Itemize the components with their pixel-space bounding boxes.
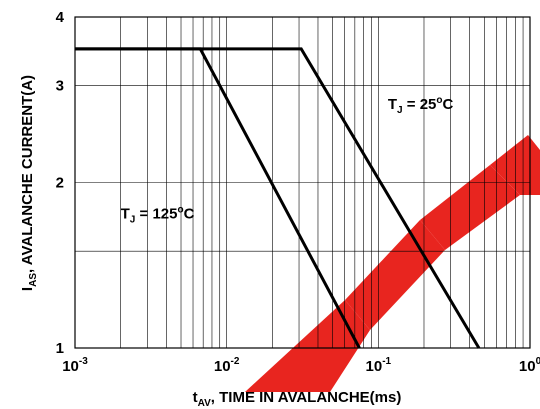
watermark-stroke bbox=[345, 220, 445, 330]
series-label: TJ = 25oC bbox=[388, 95, 454, 116]
x-tick-labels: 10-3 10-2 10-1 100 bbox=[62, 356, 540, 375]
watermark-stroke bbox=[245, 300, 370, 392]
y-tick-label: 2 bbox=[56, 175, 64, 192]
x-axis-label: tAV, TIME IN AVALANCHE(ms) bbox=[193, 389, 402, 409]
x-tick-label: 10-3 bbox=[62, 356, 88, 375]
plot-frame bbox=[74, 16, 531, 349]
y-tick-label: 3 bbox=[56, 78, 64, 95]
watermark bbox=[245, 135, 540, 392]
series-line bbox=[75, 47, 481, 349]
series-label: TJ = 125oC bbox=[121, 205, 195, 226]
series-line bbox=[75, 47, 361, 349]
y-axis-label: IAS, AVALANCHE CURRENT(A) bbox=[19, 75, 39, 291]
x-tick-label: 10-1 bbox=[366, 356, 392, 375]
grid bbox=[75, 17, 530, 348]
watermark-stroke bbox=[490, 135, 540, 195]
y-tick-label: 1 bbox=[56, 340, 64, 357]
y-tick-labels: 1 2 3 4 bbox=[56, 9, 65, 357]
watermark-stroke bbox=[420, 165, 520, 250]
y-tick-label: 4 bbox=[56, 9, 65, 26]
x-tick-label: 10-2 bbox=[214, 356, 240, 375]
series-group bbox=[75, 47, 481, 349]
x-tick-label: 100 bbox=[519, 356, 540, 375]
series-labels: TJ = 125oC TJ = 25oC bbox=[121, 95, 454, 225]
